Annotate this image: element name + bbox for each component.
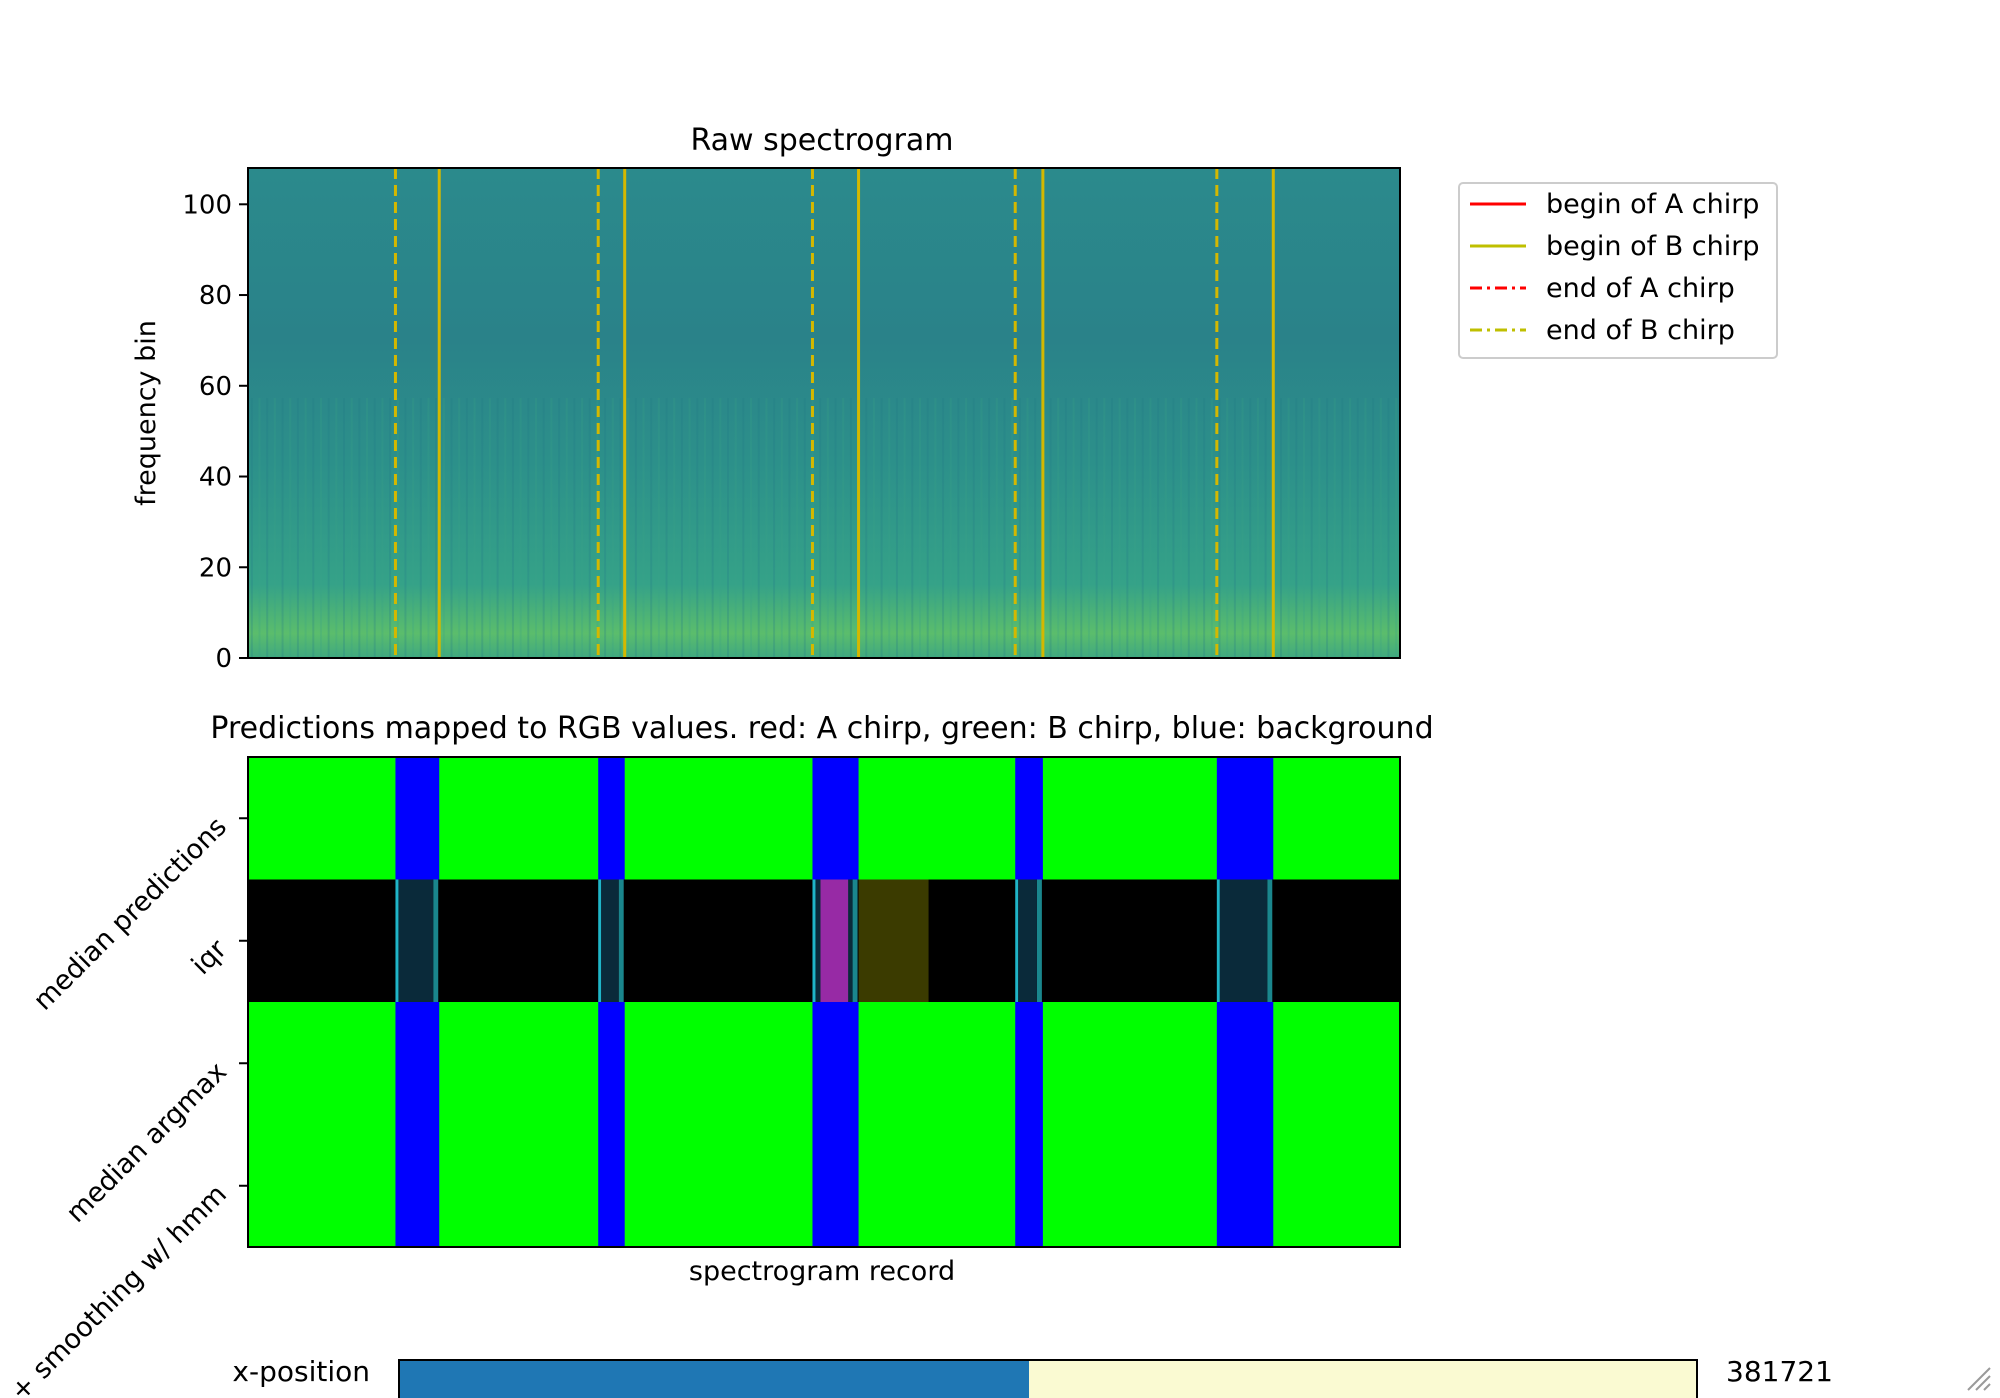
iqr-segment-4 [1219, 879, 1268, 1002]
iqr-edge-4 [1267, 879, 1273, 1002]
row-0-segment-1 [598, 757, 625, 880]
y-tick-label-5: 100 [182, 190, 232, 220]
iqr-edge-2 [852, 879, 858, 1002]
row-3-segment-4 [1216, 1124, 1274, 1247]
y-tick-label-2: 40 [199, 463, 232, 493]
iqr-edge-0 [433, 879, 439, 1002]
slider-fill [400, 1361, 1029, 1398]
spectrogram-chirp-lines [250, 168, 1398, 658]
y-tick-label-3: 60 [199, 372, 232, 402]
legend: begin of A chirp begin of B chirp end of A… [1458, 182, 1778, 359]
y-tick-label-1: 20 [199, 553, 232, 583]
row-3-segment-1 [598, 1124, 625, 1247]
iqr-edge-0 [395, 879, 399, 1002]
row-label-0: median predictions [28, 811, 233, 1016]
row-2-segment-1 [598, 1002, 625, 1125]
iqr-edge-2 [812, 879, 816, 1002]
slider-value: 381721 [1726, 1355, 1833, 1388]
row-0-segment-0 [395, 757, 440, 880]
legend-label-2: end of A chirp [1546, 273, 1735, 304]
row-2-segment-3 [1015, 1002, 1043, 1125]
prediction-rows [248, 757, 1400, 1247]
spectrogram-frame [247, 167, 1401, 659]
row-0-segment-4 [1216, 757, 1274, 880]
row-3-segment-0 [395, 1124, 440, 1247]
y-tick-label-4: 80 [199, 281, 232, 311]
row-2-segment-2 [812, 1002, 859, 1125]
iqr-edge-1 [618, 879, 624, 1002]
iqr-tail [858, 879, 929, 1002]
row-3-segment-3 [1015, 1124, 1043, 1247]
y-tick-label-0: 0 [215, 644, 232, 674]
spectrogram-y-ticks: 0 20 40 60 80 100 [182, 190, 248, 674]
spectrogram-title: Raw spectrogram [690, 123, 953, 158]
legend-frame [1458, 182, 1778, 359]
row-3-segment-2 [812, 1124, 859, 1247]
slider-label: x-position [232, 1355, 370, 1388]
x-position-slider[interactable] [398, 1359, 1698, 1398]
iqr-edge-3 [1036, 879, 1042, 1002]
resize-grip-icon[interactable] [1964, 1364, 1992, 1392]
spectrogram-y-label: frequency bin [131, 320, 162, 506]
legend-label-1: begin of B chirp [1546, 231, 1760, 262]
iqr-highlight [820, 879, 849, 1002]
legend-label-3: end of B chirp [1546, 315, 1735, 346]
spectrogram-axes: 0 20 40 60 80 100 frequency bin [131, 167, 1401, 674]
row-2-segment-0 [395, 1002, 440, 1125]
row-2-segment-4 [1216, 1002, 1274, 1125]
iqr-edge-4 [1216, 879, 1220, 1002]
predictions-frame [247, 756, 1401, 1248]
legend-label-0: begin of A chirp [1546, 189, 1759, 220]
predictions-title: Predictions mapped to RGB values. red: A… [210, 711, 1433, 746]
iqr-edge-3 [1015, 879, 1019, 1002]
row-label-1: iqr [186, 933, 234, 981]
row-0-segment-3 [1015, 757, 1043, 880]
predictions-x-label: spectrogram record [689, 1256, 955, 1287]
iqr-segment-3 [1018, 879, 1037, 1002]
iqr-edge-1 [598, 879, 602, 1002]
iqr-segment-0 [398, 879, 434, 1002]
iqr-segment-1 [601, 879, 619, 1002]
row-0-segment-2 [812, 757, 859, 880]
